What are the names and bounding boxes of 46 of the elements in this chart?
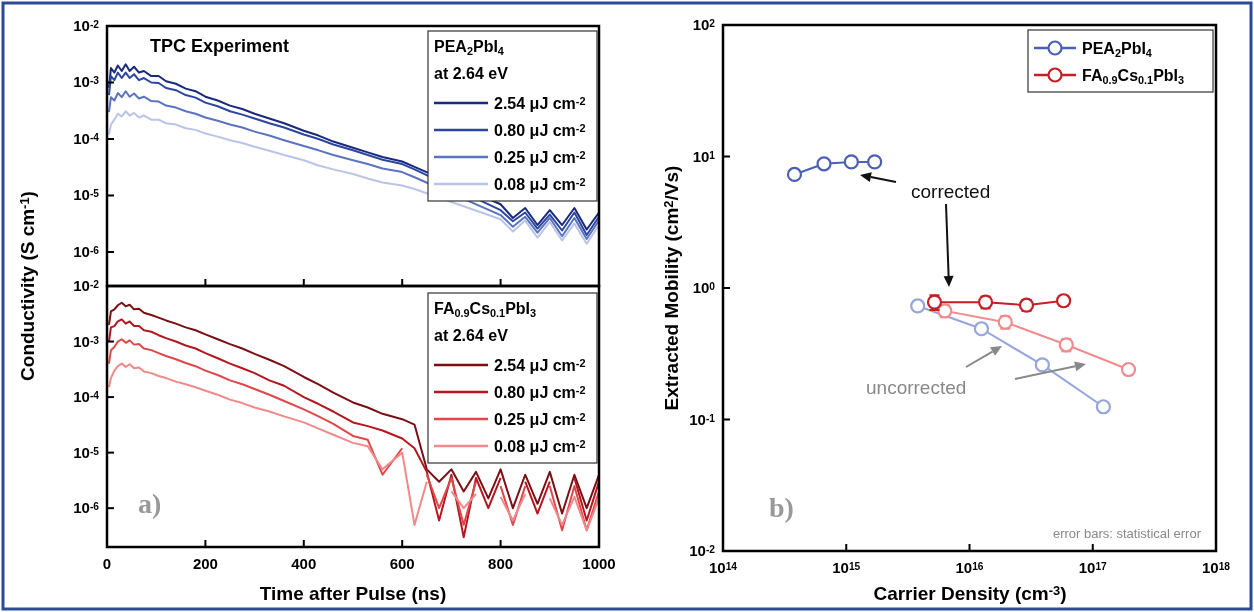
legend-label: 0.80 μJ cm$^{-2}$	[494, 122, 586, 139]
x-tick-label: 800	[488, 555, 514, 572]
annotation: corrected	[911, 181, 991, 202]
legend-label: 0.25 μJ cm$^{-2}$	[494, 411, 586, 428]
legend-label: FA$_{0.9}$Cs$_{0.1}$PbI$_{3}$	[1082, 67, 1185, 86]
legend-label: PEA$_{2}$PbI$_{4}$	[1082, 40, 1152, 59]
x-tick-label: 200	[192, 555, 218, 572]
x-axis-title: Time after Pulse (ns)	[259, 583, 447, 604]
y-tick-label: 10$^{0}$	[692, 279, 716, 296]
legend-label: 0.25 μJ cm$^{-2}$	[494, 149, 586, 166]
x-tick-label: 10$^{14}$	[708, 559, 738, 576]
y-tick-label: 10$^{-2}$	[73, 17, 100, 34]
y-tick-label: 10$^{1}$	[692, 147, 716, 165]
y-tick-label: 10$^{-4}$	[73, 388, 100, 406]
annotation: error bars: statistical error	[1052, 526, 1202, 541]
legend-title: PEA$_{2}$PbI$_{4}$ at 2.64 eV	[434, 38, 509, 82]
y-tick-label: 10$^{-2}$	[73, 277, 100, 294]
text: TPC Experiment	[150, 36, 290, 56]
y-tick-label: 10$^{2}$	[692, 16, 716, 33]
x-tick-label: 0	[102, 555, 112, 572]
x-tick-label: 10$^{16}$	[955, 559, 984, 576]
y-tick-label: 10$^{-6}$	[73, 242, 100, 260]
y-tick-label: 10$^{-1}$	[689, 410, 716, 428]
x-tick-label: 400	[291, 555, 317, 572]
y-tick-label: 10$^{-5}$	[73, 186, 100, 204]
y-tick-label: 10$^{-5}$	[73, 443, 100, 461]
legend-label: 0.08 μJ cm$^{-2}$	[494, 176, 586, 193]
x-axis-title: Carrier Density (cm$^{-3}$)	[873, 583, 1067, 604]
y-tick-label: 10$^{-3}$	[73, 73, 100, 91]
legend-label: 2.54 μJ cm$^{-2}$	[494, 357, 586, 374]
x-tick-label: 1000	[582, 555, 616, 572]
annotation: a)	[138, 488, 162, 519]
annotation: uncorrected	[866, 377, 967, 398]
text: FA$_{0.9}$Cs$_{0.1}$PbI$_{3}$ at 2.64 eV	[434, 300, 537, 344]
y-tick-label: 10$^{-3}$	[73, 332, 100, 350]
legend-label: 0.80 μJ cm$^{-2}$	[494, 384, 586, 401]
legend-label: 2.54 μJ cm$^{-2}$	[494, 95, 586, 112]
y-tick-label: 10$^{-4}$	[73, 129, 100, 147]
y-tick-label: 10$^{-6}$	[73, 499, 100, 517]
annotation: b)	[769, 492, 794, 523]
y-tick-label: 10$^{-2}$	[689, 542, 716, 559]
x-tick-label: 10$^{17}$	[1078, 559, 1108, 576]
x-tick-label: 600	[389, 555, 415, 572]
x-tick-label: 10$^{18}$	[1201, 559, 1231, 576]
legend-label: 0.08 μJ cm$^{-2}$	[494, 438, 586, 455]
x-tick-label: 10$^{15}$	[832, 559, 861, 576]
